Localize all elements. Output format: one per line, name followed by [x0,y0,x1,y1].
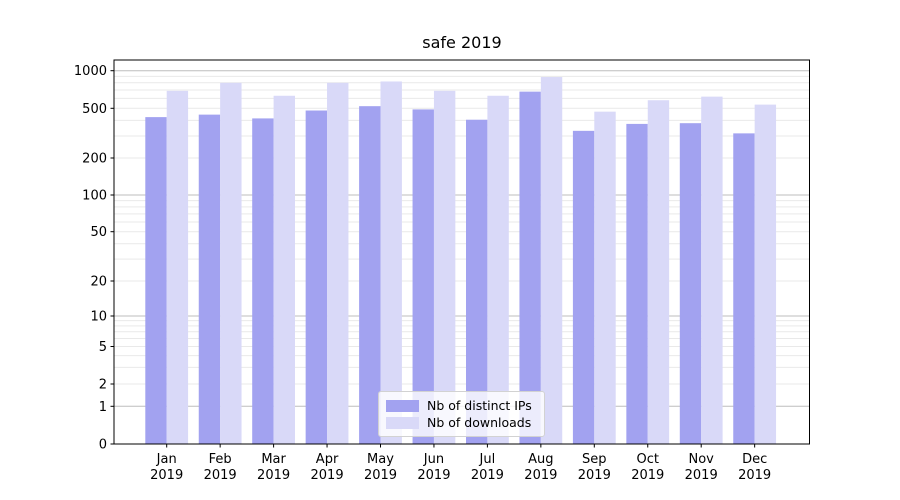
legend-label-distinct-ips: Nb of distinct IPs [427,398,532,413]
bar [166,90,189,444]
x-tick-label: Jan 2019 [150,452,183,483]
x-axis: Jan 2019 Feb 2019 Mar 2019 Apr 2019 May 2019 Jun 20… [150,444,771,483]
legend: Nb of distinct IPs Nb of downloads [378,391,545,437]
bar [466,119,488,444]
y-tick-label: 10 [90,310,107,325]
bar [433,90,456,444]
y-tick-label: 1000 [74,64,107,79]
x-tick-label: Aug 2019 [524,452,557,483]
bars-distinct-ips [145,91,755,445]
x-tick-label: Nov 2019 [685,452,718,483]
y-tick-label: 200 [82,152,107,167]
legend-item-downloads: Nb of downloads [386,415,536,430]
bar [252,118,274,445]
bar [519,91,541,444]
bar [572,130,595,444]
bar [380,81,402,445]
bar [733,133,755,444]
bar [145,117,167,444]
bar [701,96,723,444]
bar [273,95,295,444]
y-tick-label: 1 [99,400,107,415]
bar [754,104,777,445]
x-tick-label: Feb 2019 [204,452,237,483]
y-tick-label: 2 [99,378,107,393]
x-tick-label: Apr 2019 [311,452,344,483]
y-tick-label: 20 [90,275,107,290]
x-tick-label: Dec 2019 [738,452,771,483]
y-tick-label: 5 [99,340,107,355]
bar [626,123,648,445]
y-tick-label: 50 [90,225,107,240]
bar [540,77,563,444]
x-tick-label: May 2019 [364,452,397,483]
bar [327,82,349,444]
x-tick-label: Jul 2019 [471,452,504,483]
x-tick-label: Mar 2019 [257,452,290,483]
bar [679,123,702,444]
legend-label-downloads: Nb of downloads [427,415,532,430]
y-tick-label: 100 [82,189,107,204]
x-tick-label: Oct 2019 [631,452,664,483]
bar [305,110,328,444]
bar [487,95,509,444]
y-axis: 0 1 2 5 10 20 50 100 200 500 1000 [74,64,114,453]
x-tick-label: Sep 2019 [578,452,611,483]
bar [412,109,434,444]
bar [594,111,616,444]
y-tick-label: 500 [82,102,107,117]
legend-swatch-downloads [386,416,419,429]
bar [198,114,221,444]
x-tick-label: Jun 2019 [417,452,450,483]
plot-frame [113,59,810,445]
legend-swatch-distinct-ips [386,399,419,412]
y-tick-label: 0 [99,438,107,453]
bar [220,82,242,444]
bar [647,100,670,445]
bars-downloads [166,77,777,445]
bar [359,106,381,445]
legend-item-distinct-ips: Nb of distinct IPs [386,398,536,413]
